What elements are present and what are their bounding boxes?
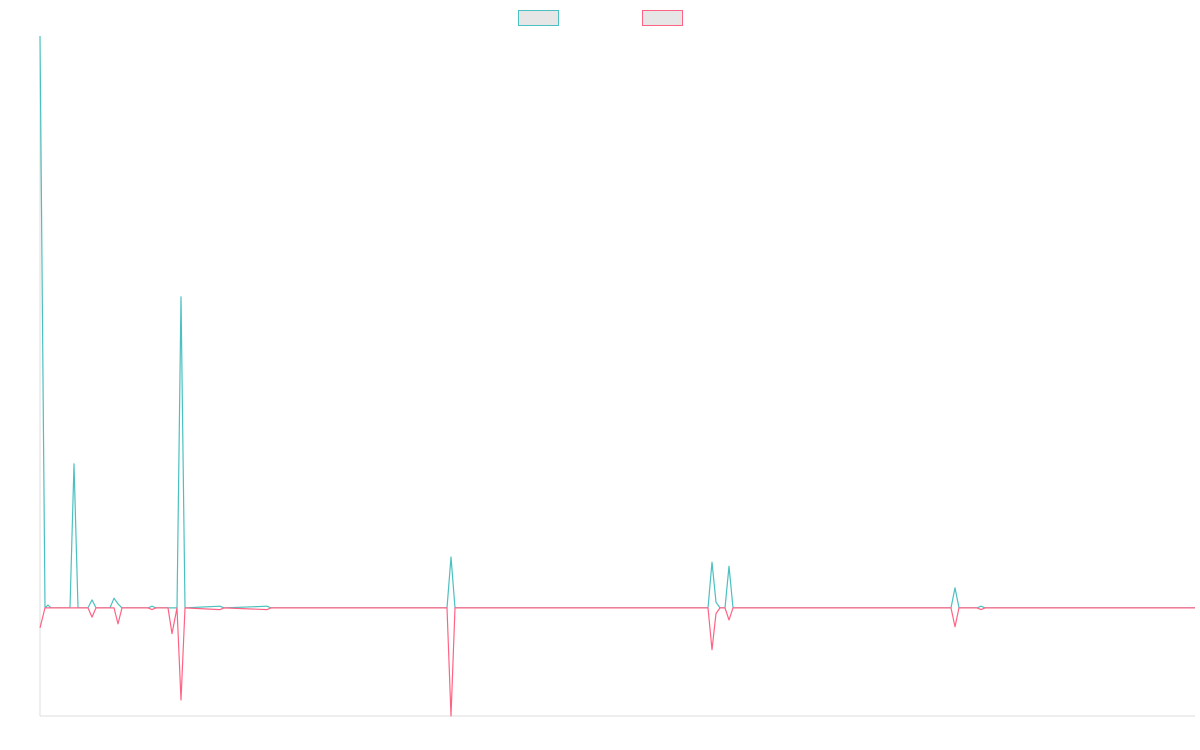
legend-swatch [518,10,559,26]
series-line [39,35,1195,609]
legend-swatch [642,10,683,26]
series-line [39,607,1195,717]
